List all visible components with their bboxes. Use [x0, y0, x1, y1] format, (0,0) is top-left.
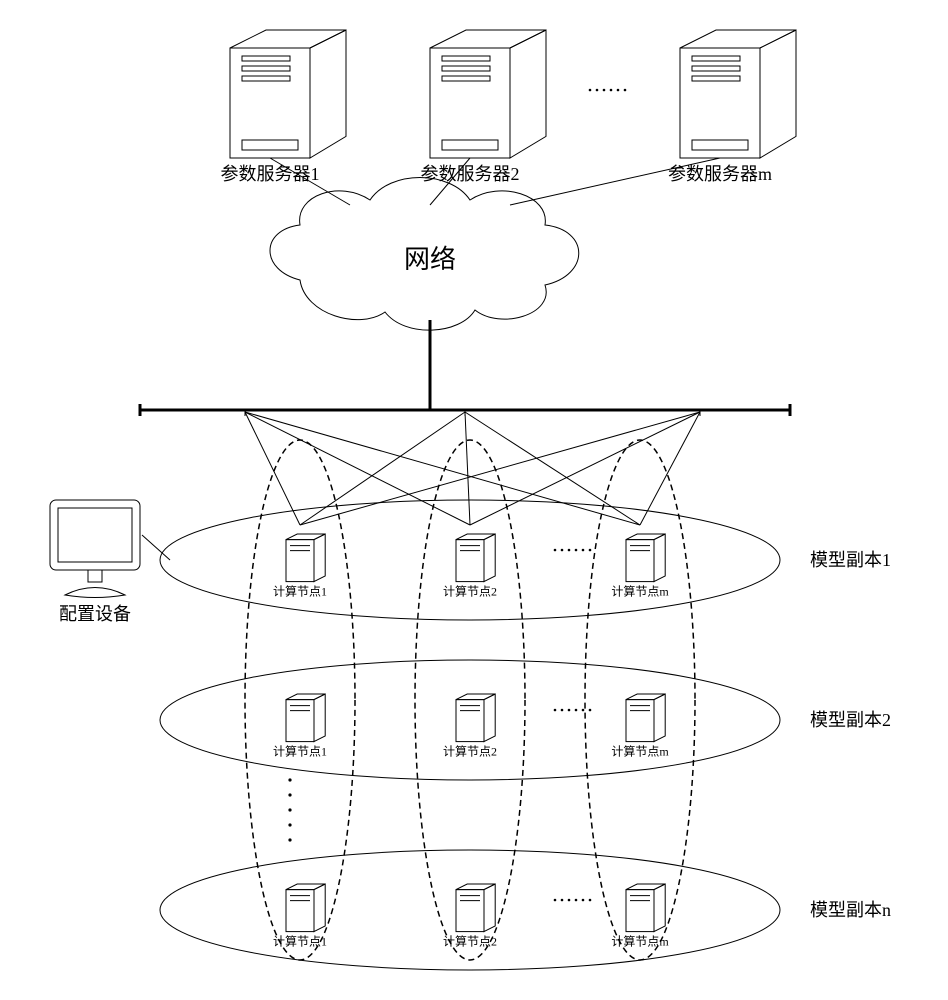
- replica-label-3: 模型副本n: [810, 900, 891, 920]
- link-config-replica1: [142, 535, 170, 560]
- svg-text:计算节点m: 计算节点m: [611, 584, 669, 599]
- param-server-1: 参数服务器1: [221, 30, 347, 184]
- compute-node-r1-c3: 计算节点m: [611, 534, 669, 599]
- svg-text:计算节点m: 计算节点m: [611, 934, 669, 949]
- replica-label-1: 模型副本1: [810, 550, 891, 570]
- compute-node-r3-c1: 计算节点1: [273, 884, 327, 949]
- svg-text:计算节点1: 计算节点1: [273, 934, 327, 949]
- compute-node-r1-c1: 计算节点1: [273, 534, 327, 599]
- config-device: 配置设备: [50, 500, 140, 624]
- svg-text:计算节点2: 计算节点2: [443, 584, 497, 599]
- svg-text:参数服务器m: 参数服务器m: [668, 164, 772, 184]
- replica-ellipse-2: [160, 660, 780, 780]
- svg-text:计算节点2: 计算节点2: [443, 934, 497, 949]
- svg-text:配置设备: 配置设备: [59, 604, 131, 624]
- svg-text:计算节点m: 计算节点m: [611, 744, 669, 759]
- compute-node-r2-c3: 计算节点m: [611, 694, 669, 759]
- replica-label-2: 模型副本2: [810, 710, 891, 730]
- param-server-2: 参数服务器2: [421, 30, 547, 184]
- svg-text:计算节点1: 计算节点1: [273, 584, 327, 599]
- compute-node-r3-c2: 计算节点2: [443, 884, 497, 949]
- compute-node-r3-c3: 计算节点m: [611, 884, 669, 949]
- param-server-3: 参数服务器m: [668, 30, 796, 184]
- svg-text:参数服务器1: 参数服务器1: [221, 164, 320, 184]
- svg-text:计算节点1: 计算节点1: [273, 744, 327, 759]
- compute-node-r1-c2: 计算节点2: [443, 534, 497, 599]
- svg-text:参数服务器2: 参数服务器2: [421, 164, 520, 184]
- svg-text:网络: 网络: [404, 245, 456, 274]
- compute-node-r2-c1: 计算节点1: [273, 694, 327, 759]
- svg-text:计算节点2: 计算节点2: [443, 744, 497, 759]
- replica-ellipse-3: [160, 850, 780, 970]
- compute-node-r2-c2: 计算节点2: [443, 694, 497, 759]
